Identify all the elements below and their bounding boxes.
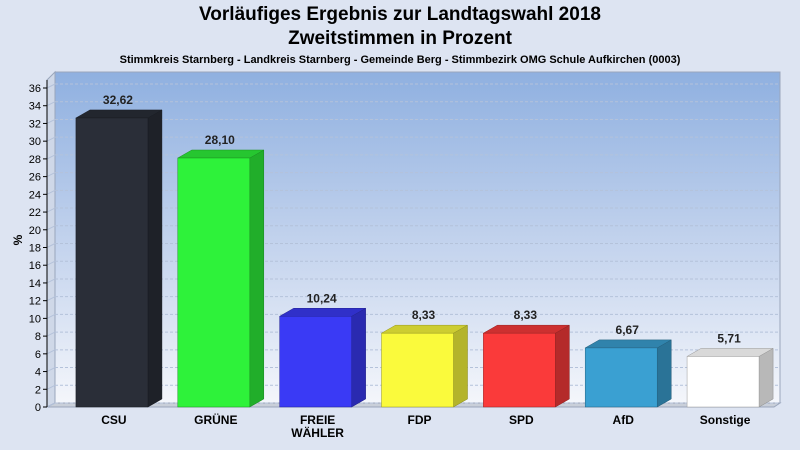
bar-side (758, 347, 774, 408)
gridline-side (46, 118, 56, 124)
y-tick-label: 36 (29, 83, 41, 95)
bar (177, 157, 251, 408)
y-tick-label: 20 (29, 225, 41, 237)
bar-top (686, 348, 775, 357)
y-tick-label: 30 (29, 136, 41, 148)
bar-value-label: 6,67 (616, 323, 640, 337)
gridline-side (46, 172, 56, 178)
plot-side-wall (46, 70, 56, 408)
gridline-side (46, 349, 56, 355)
bar-value-label: 28,10 (205, 133, 235, 147)
x-tick-label: WÄHLER (291, 425, 344, 440)
gridline-side (46, 384, 56, 390)
gridline-side (46, 278, 56, 284)
bar-top (380, 324, 469, 334)
gridline-side (46, 367, 56, 373)
bar-top (176, 149, 265, 159)
y-tick-label: 16 (29, 260, 41, 272)
gridline-side (46, 136, 56, 142)
x-tick-label: Sonstige (700, 413, 751, 427)
y-tick-label: 22 (29, 207, 41, 219)
gridline-side (46, 402, 56, 408)
y-tick-label: 4 (35, 367, 41, 379)
y-tick-label: 2 (35, 384, 41, 396)
gridline-side (46, 83, 56, 89)
y-tick-label: 32 (29, 118, 41, 130)
y-tick-label: 24 (29, 189, 41, 201)
y-tick-label: 0 (35, 402, 41, 414)
bar (381, 332, 454, 408)
x-tick-label: AfD (613, 413, 635, 427)
x-tick-label: FREIE (300, 413, 335, 427)
gridline-side (46, 189, 56, 195)
x-tick-label: GRÜNE (194, 412, 237, 427)
bar-value-label: 10,24 (307, 291, 337, 305)
bar-value-label: 8,33 (514, 308, 538, 322)
bar (483, 332, 556, 408)
bar-side (453, 324, 468, 408)
gridline-side (46, 260, 56, 266)
y-tick-label: 8 (35, 331, 41, 343)
gridline-side (46, 313, 56, 319)
y-axis-label: % (11, 234, 25, 245)
gridline-side (46, 207, 56, 213)
gridline-side (46, 101, 56, 107)
x-tick-label: FDP (408, 413, 432, 427)
gridline-side (46, 154, 56, 160)
gridline-side (46, 331, 56, 337)
x-tick-label: CSU (101, 413, 126, 427)
y-tick-label: 6 (35, 349, 41, 361)
bar (75, 117, 149, 408)
bar-value-label: 8,33 (412, 308, 436, 322)
bar-top (482, 324, 571, 334)
gridline-side (46, 296, 56, 302)
bar-value-label: 32,62 (103, 93, 133, 107)
y-tick-label: 28 (29, 154, 41, 166)
bar-top (584, 339, 673, 349)
bar-side (249, 149, 265, 408)
y-tick-label: 26 (29, 172, 41, 184)
bar-side (555, 324, 570, 408)
chart-title: Vorläufiges Ergebnis zur Landtagswahl 20… (199, 4, 601, 25)
gridline-side (46, 225, 56, 231)
chart-title-line2: Zweitstimmen in Prozent (288, 28, 512, 49)
bar-top (278, 308, 367, 317)
y-tick-label: 34 (29, 101, 41, 113)
y-tick-label: 10 (29, 313, 41, 325)
chart-subtitle: Stimmkreis Starnberg - Landkreis Starnbe… (119, 54, 681, 66)
bar-side (147, 109, 163, 408)
bar-top (74, 109, 163, 119)
y-tick-label: 14 (29, 278, 41, 290)
y-tick-label: 12 (29, 296, 41, 308)
bar (279, 316, 352, 408)
bar (686, 356, 760, 408)
bar (584, 347, 658, 408)
bar-side (656, 339, 672, 408)
gridline-side (46, 243, 56, 248)
bar-side (351, 307, 366, 408)
y-tick-label: 18 (29, 243, 41, 255)
x-tick-label: SPD (509, 413, 534, 427)
bar-value-label: 5,71 (717, 331, 741, 345)
